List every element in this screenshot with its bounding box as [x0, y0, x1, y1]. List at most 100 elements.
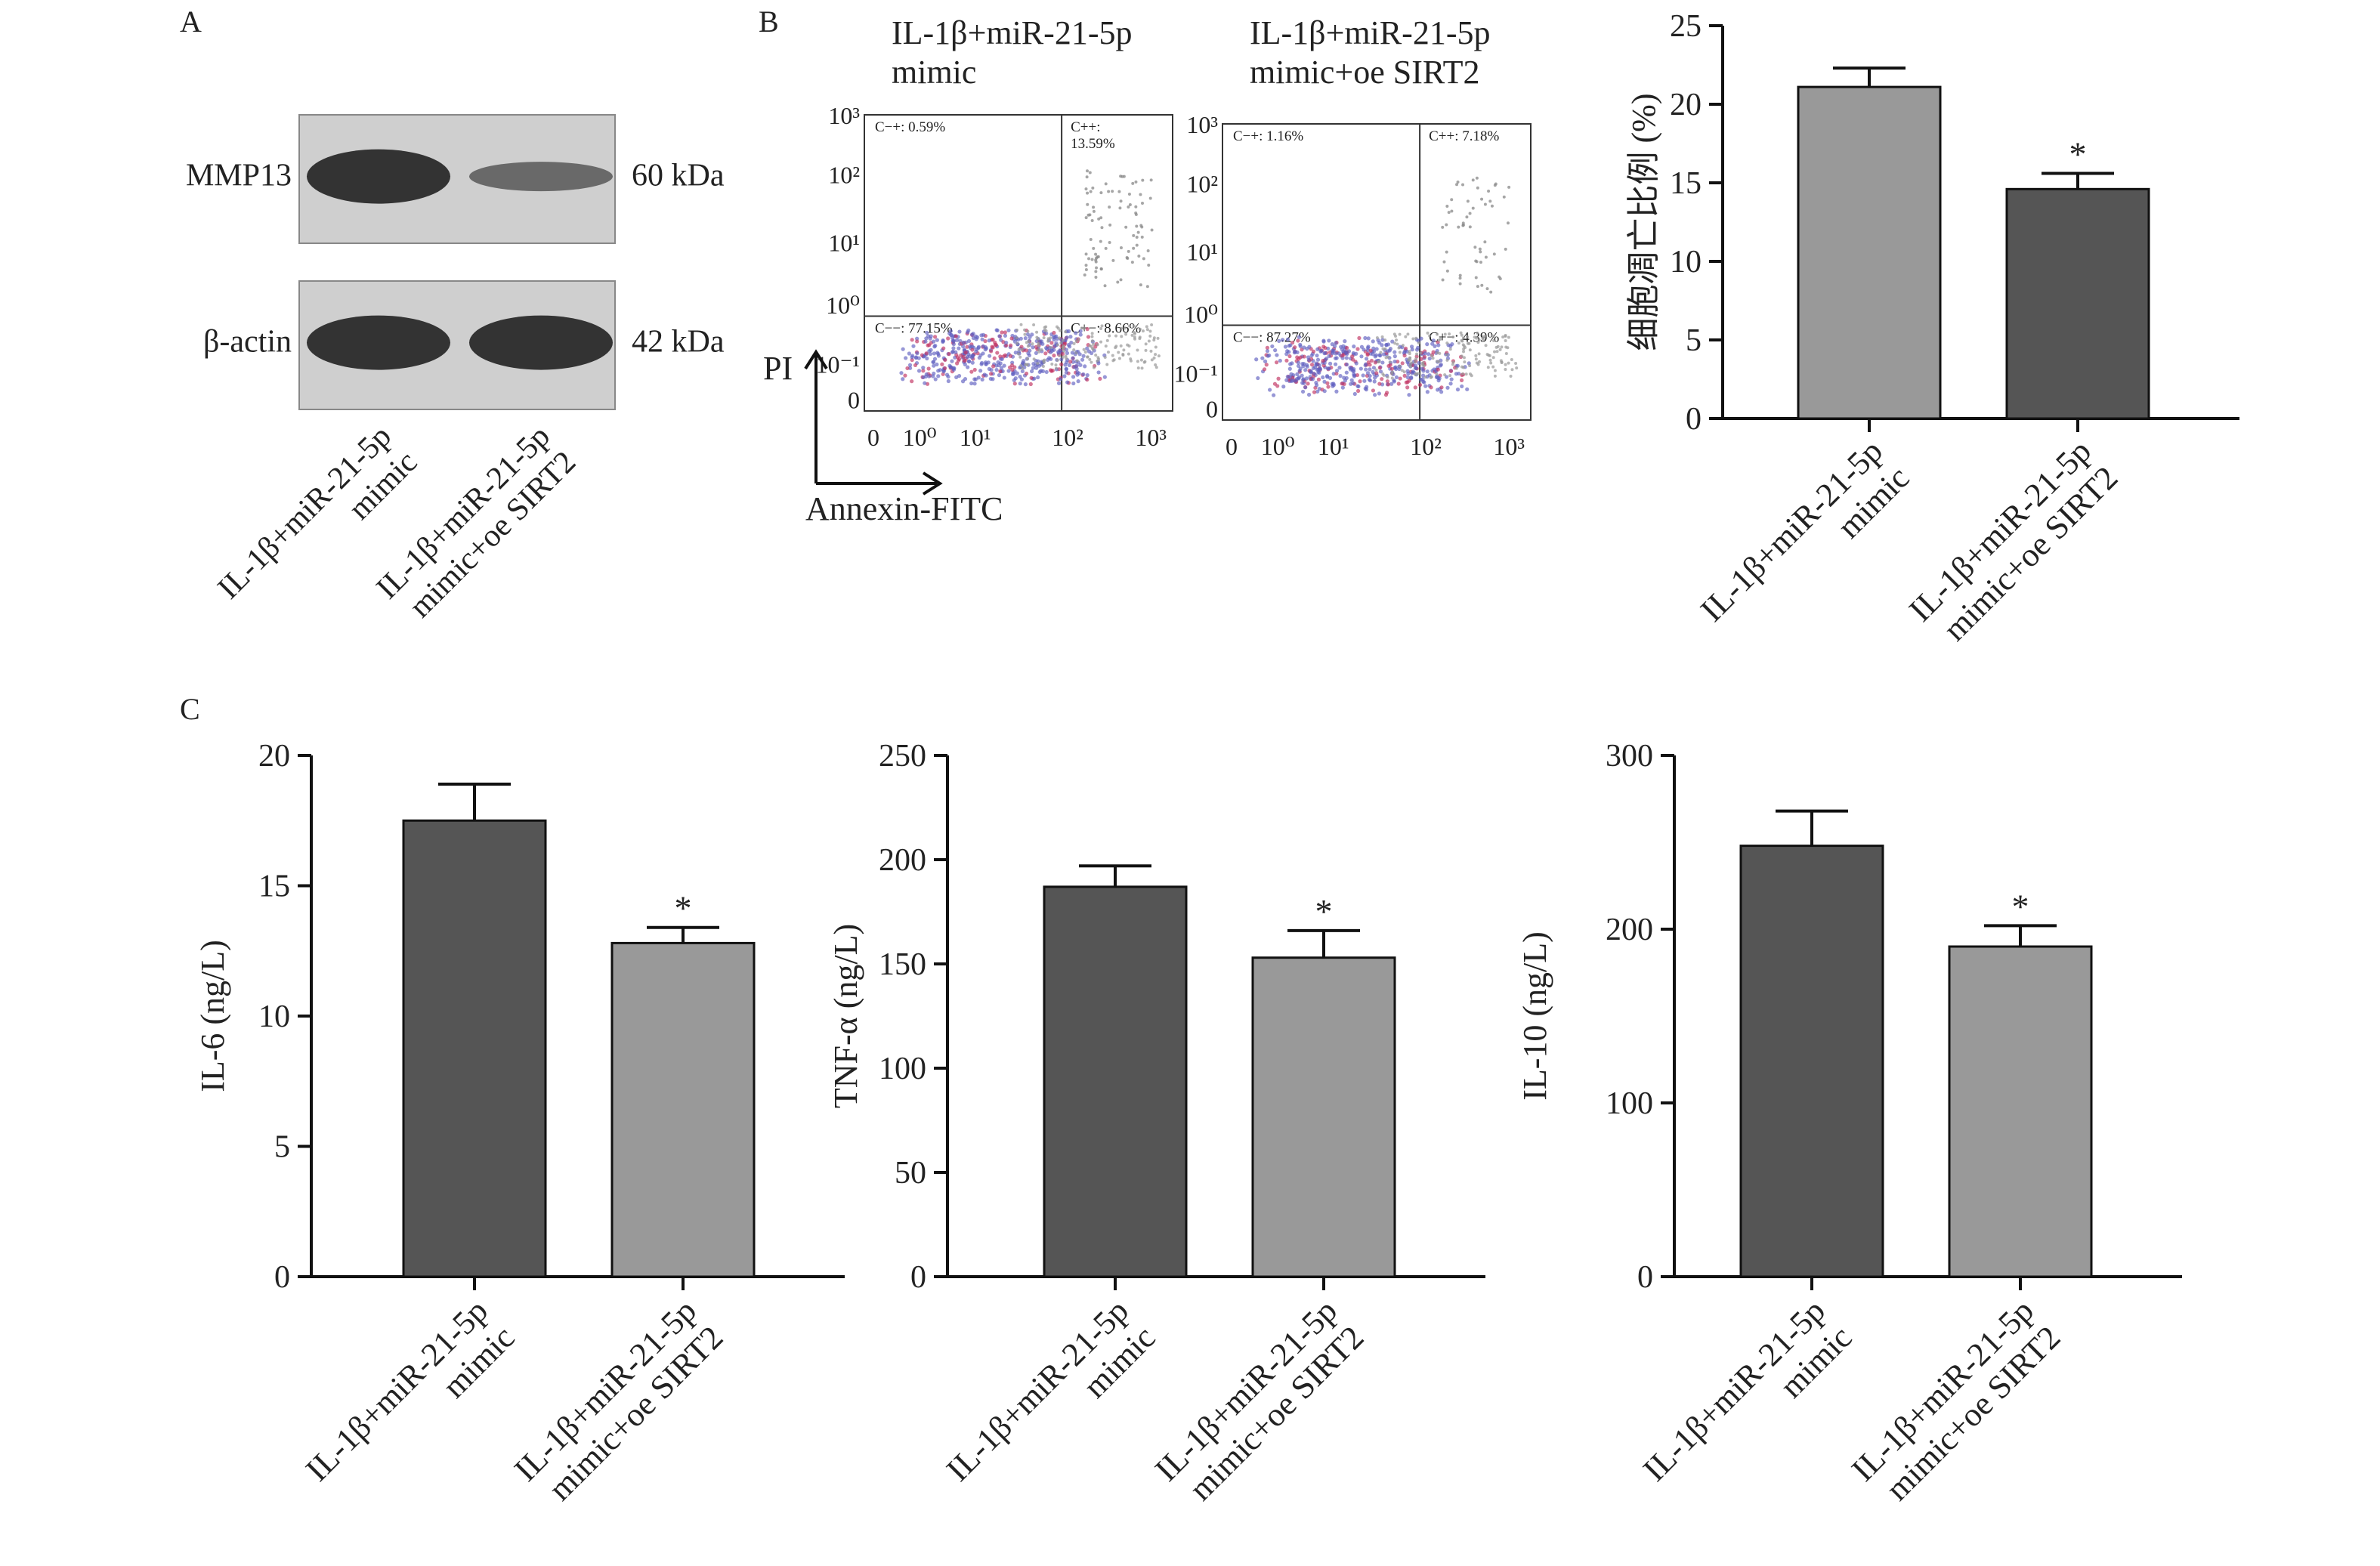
- flow-dot: [1403, 346, 1408, 351]
- flow-dot: [1501, 335, 1505, 339]
- flow-dot: [1480, 283, 1484, 287]
- flow-dot: [1145, 328, 1149, 332]
- flow-dot: [1124, 332, 1128, 336]
- flow-dot: [1060, 351, 1065, 357]
- flow-dot: [1099, 326, 1103, 330]
- flow-dot: [1462, 344, 1466, 348]
- flow-dot: [1400, 361, 1405, 366]
- flow-dot: [1448, 369, 1454, 373]
- flow-dot: [1265, 349, 1270, 354]
- flow-dot: [946, 378, 950, 384]
- flow-dot: [1069, 341, 1074, 345]
- flow-dot: [1148, 329, 1152, 333]
- flow-dot: [1448, 374, 1452, 378]
- flow-dot: [987, 366, 991, 371]
- flow-dot: [1122, 348, 1126, 352]
- flow-dot: [1448, 381, 1453, 386]
- flow-dot: [1361, 373, 1365, 378]
- flow-dot: [1272, 393, 1276, 397]
- flow-dot: [1343, 339, 1347, 344]
- flow-dot: [1309, 363, 1315, 367]
- flow-dot: [1458, 273, 1462, 277]
- flow-dot: [1460, 365, 1464, 369]
- flow-dot: [1315, 383, 1319, 388]
- flow-dot: [954, 338, 960, 342]
- flow-dot: [1383, 347, 1387, 351]
- flow-dot: [1327, 338, 1331, 343]
- flow-dot: [1477, 352, 1481, 356]
- flow-dot: [973, 334, 978, 339]
- flow-dot: [1146, 249, 1150, 253]
- blot-size-label: 42 kDa: [632, 325, 725, 360]
- flow-dot: [899, 371, 904, 375]
- quadrant-ur-label-line: C++: 7.18%: [1429, 128, 1499, 144]
- flow-dot: [935, 338, 939, 342]
- flow-dot: [1103, 356, 1107, 360]
- flow-dot: [1392, 354, 1397, 359]
- flow-dot: [1037, 350, 1041, 354]
- flow-dot: [1410, 347, 1414, 352]
- flow-dot: [1088, 171, 1092, 175]
- flow-dot: [1352, 344, 1356, 349]
- flow-dot: [1474, 276, 1478, 280]
- flow-dot: [1471, 178, 1475, 182]
- flow-dot: [1048, 350, 1053, 354]
- flow-y-tick-label: 10³: [1186, 111, 1218, 138]
- flow-dot: [1311, 349, 1316, 354]
- flow-dot: [1138, 327, 1142, 331]
- flow-dot: [1266, 354, 1270, 358]
- flow-dot: [1296, 363, 1301, 369]
- flow-dot: [1034, 351, 1039, 355]
- flow-dot: [1371, 366, 1377, 370]
- flow-dot: [1333, 356, 1338, 360]
- flow-x-tick-label: 10²: [1410, 433, 1442, 460]
- flow-dot: [965, 344, 969, 349]
- flow-dot: [1355, 372, 1360, 378]
- flow-dot: [1136, 360, 1139, 363]
- panel-label-a: A: [180, 5, 202, 39]
- flow-dot: [971, 354, 975, 358]
- flow-dot: [1378, 369, 1383, 374]
- flow-dot: [1018, 355, 1022, 359]
- flow-dot: [981, 351, 985, 356]
- flow-dot: [1476, 285, 1479, 289]
- quadrant-ur-label: C++: 7.18%: [1429, 128, 1499, 144]
- flow-dot: [1454, 366, 1458, 370]
- flow-dot: [1463, 360, 1467, 364]
- flow-dot: [1401, 344, 1405, 347]
- flow-dot: [1090, 332, 1094, 335]
- flow-dot: [1510, 368, 1514, 372]
- flow-dot: [1020, 347, 1024, 351]
- flow-dot: [955, 361, 960, 366]
- flow-dot: [1340, 381, 1344, 386]
- y-tick-label: 100: [1606, 1086, 1653, 1121]
- flow-dot: [1420, 377, 1425, 381]
- flow-dot: [1080, 357, 1085, 362]
- flow-dot: [1147, 339, 1151, 343]
- flow-dot: [1380, 338, 1385, 342]
- flow-dot: [1086, 349, 1091, 354]
- flow-dot: [1050, 362, 1054, 366]
- flow-dot: [1352, 372, 1356, 377]
- flow-plot-title-line: mimic: [892, 54, 976, 91]
- flow-dot: [907, 351, 911, 356]
- flow-dot: [946, 336, 950, 341]
- flow-dot: [1441, 278, 1445, 282]
- flow-dot: [1417, 372, 1420, 375]
- flow-dot: [1152, 336, 1156, 340]
- y-axis-label: 细胞凋亡比例 (%): [1625, 94, 1662, 351]
- flow-dot: [1010, 367, 1015, 372]
- flow-dot: [1458, 282, 1462, 286]
- blot-band: [469, 162, 613, 192]
- flow-dot: [1321, 344, 1326, 349]
- flow-dot: [1284, 358, 1289, 363]
- flow-dot: [1437, 338, 1441, 342]
- flow-dot: [1100, 324, 1104, 328]
- flow-dot: [1404, 335, 1408, 338]
- flow-dot: [1117, 351, 1120, 354]
- flow-dot: [1467, 341, 1471, 345]
- flow-dot: [1081, 354, 1086, 358]
- flow-dot: [991, 345, 995, 350]
- flow-dot: [983, 338, 988, 344]
